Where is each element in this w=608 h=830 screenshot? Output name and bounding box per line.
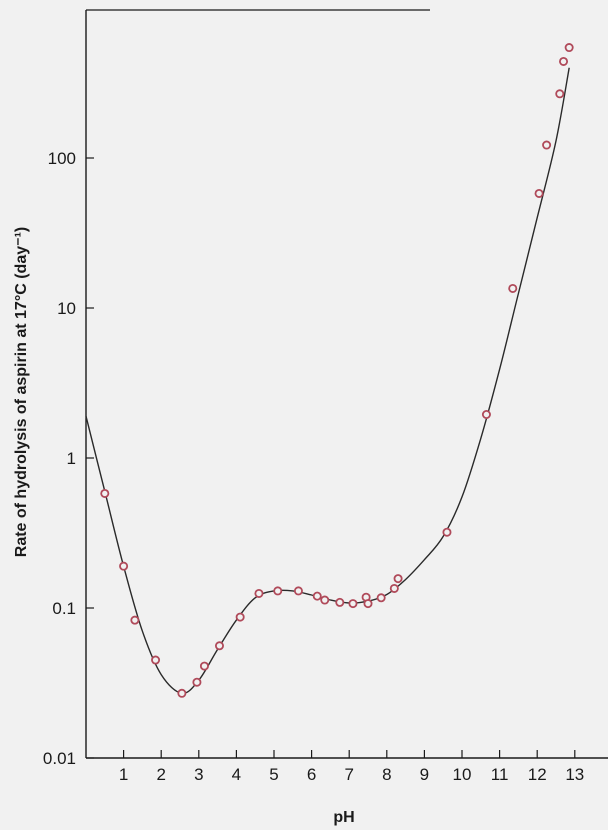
fit-curve-group (85, 67, 570, 695)
x-tick-label: 13 (565, 765, 584, 784)
data-point (363, 599, 373, 609)
x-tick-label: 10 (453, 765, 472, 784)
axes (85, 9, 608, 759)
x-tick-label: 2 (156, 765, 165, 784)
x-tick-label: 6 (307, 765, 316, 784)
data-point (119, 561, 129, 571)
x-tick-label: 11 (491, 765, 509, 784)
x-axis-title: pH (333, 809, 354, 826)
fit-curve (85, 67, 570, 695)
x-tick-label: 4 (232, 765, 241, 784)
data-point (534, 188, 544, 198)
data-point (130, 615, 140, 625)
data-point (214, 641, 224, 651)
data-point (199, 661, 209, 671)
data-points (100, 43, 574, 698)
data-point (376, 593, 386, 603)
y-tick-label: 1 (67, 449, 76, 468)
data-point (320, 595, 330, 605)
data-point (393, 574, 403, 584)
data-point (312, 591, 322, 601)
y-tick-label: 0.1 (52, 599, 76, 618)
x-tick-label: 1 (119, 765, 128, 784)
data-point (192, 677, 202, 687)
data-point (151, 655, 161, 665)
data-point (254, 588, 264, 598)
y-tick-label: 100 (48, 149, 76, 168)
data-point (559, 56, 569, 66)
data-point (100, 488, 110, 498)
x-tick-label: 5 (269, 765, 278, 784)
data-point (348, 599, 358, 609)
x-tick-label: 12 (528, 765, 547, 784)
data-point (508, 283, 518, 293)
y-tick-label: 10 (57, 299, 76, 318)
data-point (564, 43, 574, 53)
x-tick-label: 9 (420, 765, 429, 784)
data-point (481, 409, 491, 419)
data-point (293, 586, 303, 596)
data-point (273, 586, 283, 596)
x-tick-label: 8 (382, 765, 391, 784)
data-point (542, 140, 552, 150)
x-tick-label: 3 (194, 765, 203, 784)
y-axis-title: Rate of hydrolysis of aspirin at 17°C (d… (13, 227, 30, 557)
data-point (555, 89, 565, 99)
data-point (235, 612, 245, 622)
data-point (335, 597, 345, 607)
y-tick-label: 0.01 (43, 749, 76, 768)
x-tick-label: 7 (344, 765, 353, 784)
data-point (442, 527, 452, 537)
data-point (177, 688, 187, 698)
data-point (389, 583, 399, 593)
